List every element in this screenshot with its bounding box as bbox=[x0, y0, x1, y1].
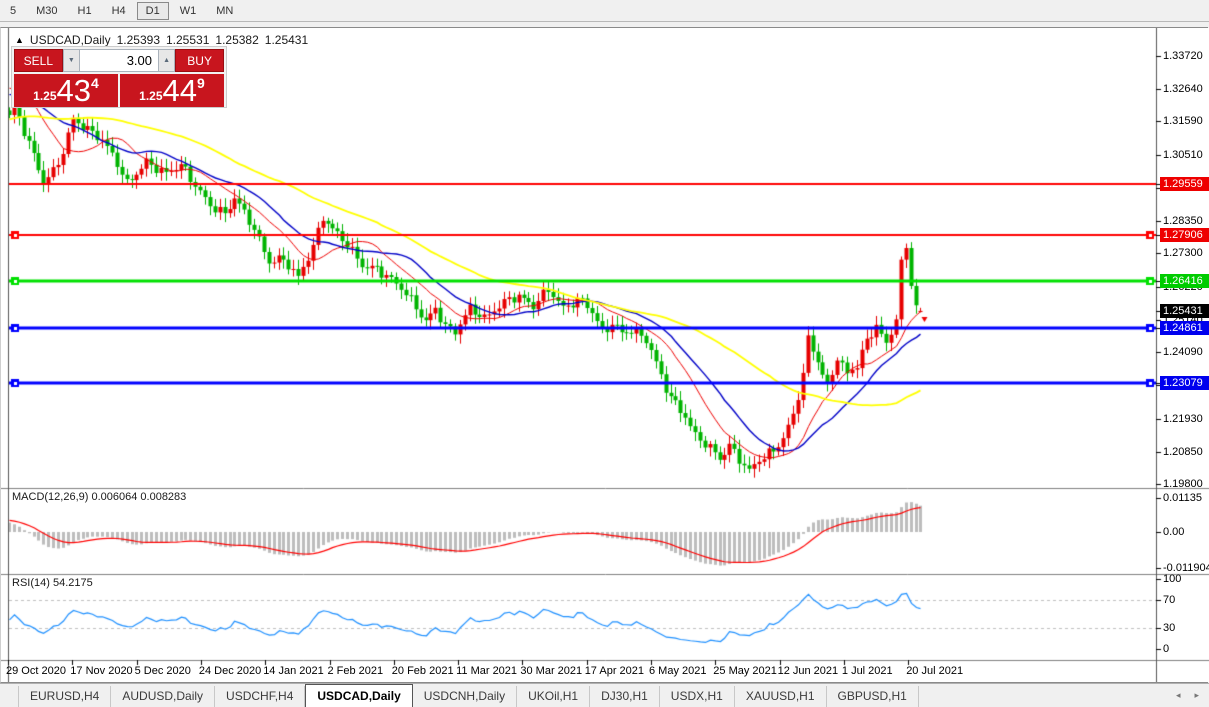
date-axis-label: 24 Dec 2020 bbox=[198, 665, 262, 677]
chart-window: ▲ USDCAD,Daily 1.25393 1.25531 1.25382 1… bbox=[0, 27, 1209, 683]
price-axis-label: 1.31590 bbox=[1163, 115, 1203, 128]
timeframe-button-MN[interactable]: MN bbox=[216, 4, 234, 17]
price-tag-1.24861: 1.24861 bbox=[1160, 321, 1209, 336]
chart-tab-USDX-H1[interactable]: USDX,H1 bbox=[660, 686, 735, 707]
buy-price-sup: 9 bbox=[197, 75, 205, 91]
ohlc-high: 1.25531 bbox=[166, 33, 210, 47]
chart-tab-XAUUSD-H1[interactable]: XAUUSD,H1 bbox=[735, 686, 827, 707]
rsi-axis-label: 100 bbox=[1163, 573, 1182, 585]
date-axis-label: 17 Apr 2021 bbox=[584, 665, 645, 677]
chart-tab-UKOil-H1[interactable]: UKOil,H1 bbox=[517, 686, 591, 707]
volume-decrease-button[interactable]: ▼ bbox=[62, 49, 80, 72]
chart-tab-DJ30-H1[interactable]: DJ30,H1 bbox=[590, 686, 660, 707]
timeframe-button-H4[interactable]: H4 bbox=[111, 4, 126, 17]
price-axis-label: 1.27300 bbox=[1163, 247, 1203, 260]
timeframe-toolbar: 5 M30 H1 H4 D1 W1 MN bbox=[0, 0, 1209, 22]
macd-indicator-label: MACD(12,26,9) 0.006064 0.008283 bbox=[12, 491, 187, 503]
timeframe-button-D1[interactable]: D1 bbox=[136, 1, 169, 20]
rsi-axis-label: 0 bbox=[1163, 643, 1170, 655]
buy-button[interactable]: BUY bbox=[175, 49, 224, 72]
sell-price-display[interactable]: 1.25 43 4 bbox=[14, 74, 118, 107]
chart-symbol-label: USDCAD,Daily bbox=[29, 33, 111, 47]
rsi-axis-label: 70 bbox=[1163, 594, 1176, 606]
chart-tab-USDCNH-Daily[interactable]: USDCNH,Daily bbox=[413, 686, 518, 707]
rsi-axis-label: 30 bbox=[1163, 622, 1176, 634]
timeframe-button-W1[interactable]: W1 bbox=[179, 4, 197, 17]
one-click-trading-panel: SELL ▼ ▲ BUY 1.25 43 4 1.25 44 9 bbox=[11, 46, 227, 108]
buy-price-prefix: 1.25 bbox=[139, 89, 163, 103]
price-axis-label: 1.32640 bbox=[1163, 83, 1203, 96]
price-axis-label: 1.28350 bbox=[1163, 215, 1203, 228]
rsi-indicator-label: RSI(14) 54.2175 bbox=[12, 577, 93, 589]
tab-scroll-left-icon[interactable]: ◂ bbox=[1175, 690, 1181, 700]
chart-tab-USDCAD-Daily[interactable]: USDCAD,Daily bbox=[305, 684, 413, 707]
date-axis-label: 25 May 2021 bbox=[713, 665, 777, 677]
price-chart-canvas[interactable] bbox=[1, 28, 1209, 682]
price-axis-label: 1.20850 bbox=[1163, 445, 1203, 458]
date-axis-label: 2 Feb 2021 bbox=[327, 665, 384, 677]
sell-price-sup: 4 bbox=[91, 75, 99, 91]
buy-price-display[interactable]: 1.25 44 9 bbox=[120, 74, 224, 107]
timeframe-button-M30[interactable]: M30 bbox=[36, 4, 58, 17]
price-axis-label: 1.19800 bbox=[1163, 478, 1203, 491]
one-click-collapse-icon[interactable]: ▲ bbox=[15, 35, 24, 45]
chart-tab-bar: EURUSD,H4 AUDUSD,Daily USDCHF,H4 USDCAD,Dai… bbox=[0, 683, 1209, 707]
price-tag-1.29559: 1.29559 bbox=[1160, 176, 1209, 191]
price-axis-label: 1.24090 bbox=[1163, 346, 1203, 359]
chart-tab-USDCHF-H4[interactable]: USDCHF,H4 bbox=[215, 686, 306, 707]
sell-price-prefix: 1.25 bbox=[33, 89, 57, 103]
sell-button[interactable]: SELL bbox=[14, 49, 63, 72]
date-axis-label: 6 May 2021 bbox=[649, 665, 707, 677]
date-axis-label: 1 Jul 2021 bbox=[841, 665, 893, 677]
price-axis-label: 1.33720 bbox=[1163, 50, 1203, 62]
chart-tab-EURUSD-H4[interactable]: EURUSD,H4 bbox=[18, 686, 112, 707]
sell-price-big: 43 bbox=[56, 73, 92, 108]
date-axis-label: 12 Jun 2021 bbox=[777, 665, 839, 677]
timeframe-button-5[interactable]: 5 bbox=[10, 4, 17, 17]
macd-axis-label: 0.00 bbox=[1163, 526, 1185, 538]
date-axis-label: 29 Oct 2020 bbox=[6, 665, 66, 677]
date-axis-label: 17 Nov 2020 bbox=[70, 665, 133, 677]
chart-tab-AUDUSD-Daily[interactable]: AUDUSD,Daily bbox=[111, 686, 216, 707]
ohlc-low: 1.25382 bbox=[215, 33, 259, 47]
date-axis-label: 5 Dec 2020 bbox=[134, 665, 191, 677]
price-tag-1.27906: 1.27906 bbox=[1160, 227, 1209, 242]
ohlc-open: 1.25393 bbox=[116, 33, 160, 47]
volume-input[interactable] bbox=[80, 49, 158, 72]
buy-price-big: 44 bbox=[162, 73, 198, 108]
price-tag-1.26416: 1.26416 bbox=[1160, 273, 1209, 288]
date-axis-label: 20 Jul 2021 bbox=[906, 665, 964, 677]
date-axis-label: 20 Feb 2021 bbox=[391, 665, 454, 677]
chart-title: ▲ USDCAD,Daily 1.25393 1.25531 1.25382 1… bbox=[15, 33, 314, 47]
price-axis-label: 1.21930 bbox=[1163, 412, 1203, 425]
date-axis-label: 11 Mar 2021 bbox=[456, 665, 518, 677]
ohlc-close: 1.25431 bbox=[264, 33, 309, 47]
macd-axis-label: 0.01135 bbox=[1163, 491, 1202, 504]
macd-axis-label: -0.011904 bbox=[1163, 561, 1209, 574]
date-axis-label: 30 Mar 2021 bbox=[520, 665, 583, 677]
price-axis-label: 1.30510 bbox=[1163, 148, 1203, 161]
volume-increase-button[interactable]: ▲ bbox=[158, 49, 176, 72]
timeframe-button-H1[interactable]: H1 bbox=[77, 4, 92, 17]
price-tag-1.23079: 1.23079 bbox=[1160, 376, 1209, 391]
tab-scroll-right-icon[interactable]: ▸ bbox=[1194, 690, 1199, 700]
chart-tab-GBPUSD-H1[interactable]: GBPUSD,H1 bbox=[827, 686, 919, 707]
price-tag-1.25431: 1.25431 bbox=[1160, 303, 1209, 318]
date-axis-label: 14 Jan 2021 bbox=[263, 665, 324, 677]
